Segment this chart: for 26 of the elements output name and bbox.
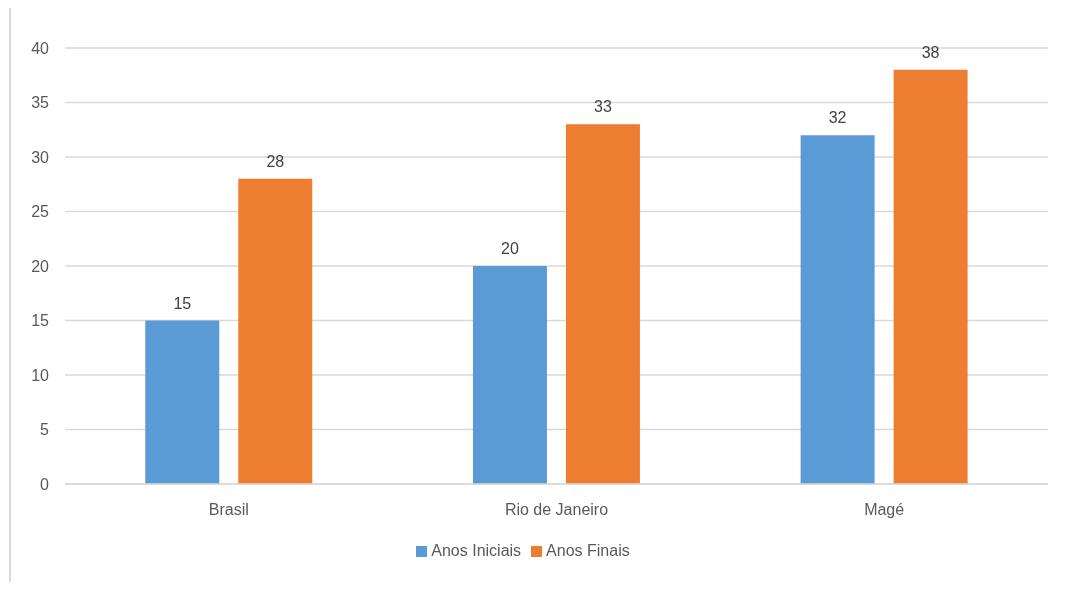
x-tick-label: Rio de Janeiro (504, 501, 609, 519)
y-tick-label: 15 (31, 312, 50, 330)
data-label: 33 (594, 98, 612, 116)
x-tick-label: Brasil (208, 501, 249, 519)
y-tick-label: 5 (40, 421, 50, 439)
y-tick-label: 40 (31, 39, 50, 57)
data-label: 38 (921, 43, 940, 61)
bar (565, 124, 640, 484)
bar (800, 135, 875, 484)
y-tick-label: 35 (31, 94, 50, 112)
data-label: 15 (173, 294, 192, 312)
legend-label: Anos Iniciais (431, 542, 522, 559)
data-label: 32 (828, 109, 847, 127)
bar (893, 69, 968, 484)
y-tick-label: 20 (31, 257, 50, 275)
y-tick-label: 0 (40, 475, 50, 493)
bar (145, 320, 220, 484)
y-tick-label: 10 (31, 366, 50, 384)
y-tick-label: 25 (31, 203, 50, 221)
data-label: 20 (501, 240, 519, 257)
bar (238, 178, 313, 484)
data-label: 28 (266, 152, 285, 170)
y-tick-label: 30 (31, 148, 50, 166)
legend-label: Anos Finais (546, 542, 630, 559)
bar (472, 266, 547, 484)
x-tick-label: Magé (864, 501, 905, 519)
